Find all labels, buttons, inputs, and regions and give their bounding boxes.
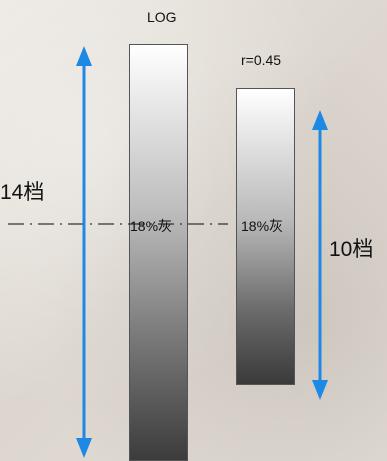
gamma-gradient-bar bbox=[236, 88, 295, 385]
gamma-gray-point-label: 18%灰 bbox=[241, 218, 284, 234]
log-range-arrow bbox=[76, 46, 92, 458]
log-stops-label: 14档 bbox=[0, 181, 45, 204]
gamma-stops-label: 10档 bbox=[329, 238, 374, 261]
log-gray-point-label: 18%灰 bbox=[130, 218, 173, 234]
gamma-curve-label: r=0.45 bbox=[241, 52, 282, 68]
log-gradient-bar bbox=[129, 44, 188, 461]
log-curve-label: LOG bbox=[147, 9, 177, 25]
gamma-range-arrow bbox=[312, 110, 328, 400]
